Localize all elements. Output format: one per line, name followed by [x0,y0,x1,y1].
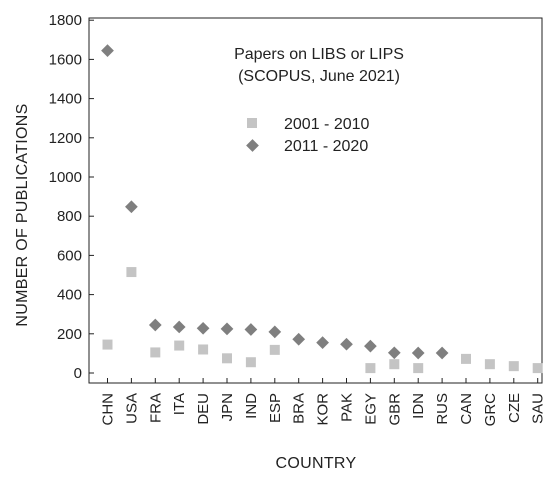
x-tick-label-gbr: GBR [386,393,403,426]
point-2011-2020-deu [196,321,210,335]
y-tick-label: 0 [74,365,82,382]
x-tick-label-chn: CHN [100,393,117,426]
y-tick-label: 800 [57,208,82,225]
point-2001-2010-fra [150,347,161,358]
legend-marker-2011-2020 [246,139,259,152]
point-2011-2020-idn [411,346,425,360]
x-tick-label-rus: RUS [434,393,451,425]
point-2001-2010-ita [174,340,185,351]
y-tick-label: 1600 [49,51,82,68]
point-2001-2010-deu [198,344,209,355]
point-2011-2020-kor [316,336,329,349]
point-2011-2020-chn [101,44,114,57]
point-2011-2020-rus [435,346,449,360]
x-tick-label-deu: DEU [195,393,212,425]
plot-area [88,17,543,384]
x-tick-label-egy: EGY [362,393,379,425]
x-tick-label-sau: SAU [530,393,547,424]
y-axis: 0 200 400 600 800 1000 1200 1400 1600 1800 [49,12,94,382]
x-tick-label-cze: CZE [506,393,523,423]
point-2001-2010-cze [508,361,519,372]
point-2001-2010-idn [413,363,424,374]
point-2011-2020-pak [340,337,353,351]
legend-marker-2001-2010 [247,118,257,128]
y-tick-label: 1200 [49,130,82,147]
x-tick-label-idn: IDN [410,393,427,419]
y-tick-label: 600 [57,247,82,264]
x-tick-label-jpn: JPN [219,393,236,421]
y-tick-label: 1000 [49,169,82,186]
x-tick-label-grc: GRC [482,393,499,427]
chart-annotation-line1: Papers on LIBS or LIPS [234,46,404,63]
x-tick-label-fra: FRA [147,393,164,423]
x-tick-label-kor: KOR [315,393,332,426]
point-2001-2010-grc [484,359,495,370]
point-2011-2020-ita [172,320,186,334]
point-2001-2010-sau [532,363,543,374]
point-2011-2020-jpn [220,322,234,336]
x-axis: CHN USA FRA ITA DEU JPN IND ESP BRA KOR PAK EGY GBR I… [100,378,547,426]
point-2001-2010-chn [102,339,113,350]
point-2011-2020-esp [268,325,282,339]
x-tick-label-bra: BRA [291,393,308,424]
point-2011-2020-egy [364,339,377,353]
legend-label-2011-2020: 2011 - 2020 [284,138,368,155]
point-2001-2010-gbr [389,359,400,370]
x-tick-label-ita: ITA [171,393,188,415]
chart-annotation-line2: (SCOPUS, June 2021) [238,68,400,85]
legend-label-2001-2010: 2001 - 2010 [284,116,370,133]
y-tick-label: 1400 [49,91,82,108]
x-tick-label-usa: USA [123,393,140,424]
x-tick-label-can: CAN [458,393,475,425]
plot-frame [88,17,543,384]
point-2011-2020-ind [244,323,258,336]
legend: 2001 - 2010 2011 - 2020 [246,116,370,155]
y-tick-label: 200 [57,326,82,343]
point-2001-2010-ind [245,357,256,368]
x-tick-label-ind: IND [243,393,260,419]
point-2011-2020-gbr [387,346,401,360]
y-axis-title: NUMBER OF PUBLICATIONS [14,103,31,326]
point-2001-2010-jpn [222,353,232,364]
point-2001-2010-egy [365,363,376,374]
point-2001-2010-usa [126,267,137,278]
point-2001-2010-esp [269,344,280,355]
y-tick-label: 400 [57,287,82,304]
y-tick-label: 1800 [49,12,82,29]
point-2011-2020-usa [125,200,138,214]
point-2011-2020-bra [292,332,306,346]
point-2011-2020-fra [148,318,162,332]
x-axis-title: COUNTRY [276,455,357,472]
data-points [101,44,543,374]
x-tick-label-esp: ESP [267,393,284,423]
point-2001-2010-can [461,353,471,364]
x-tick-label-pak: PAK [339,393,356,422]
